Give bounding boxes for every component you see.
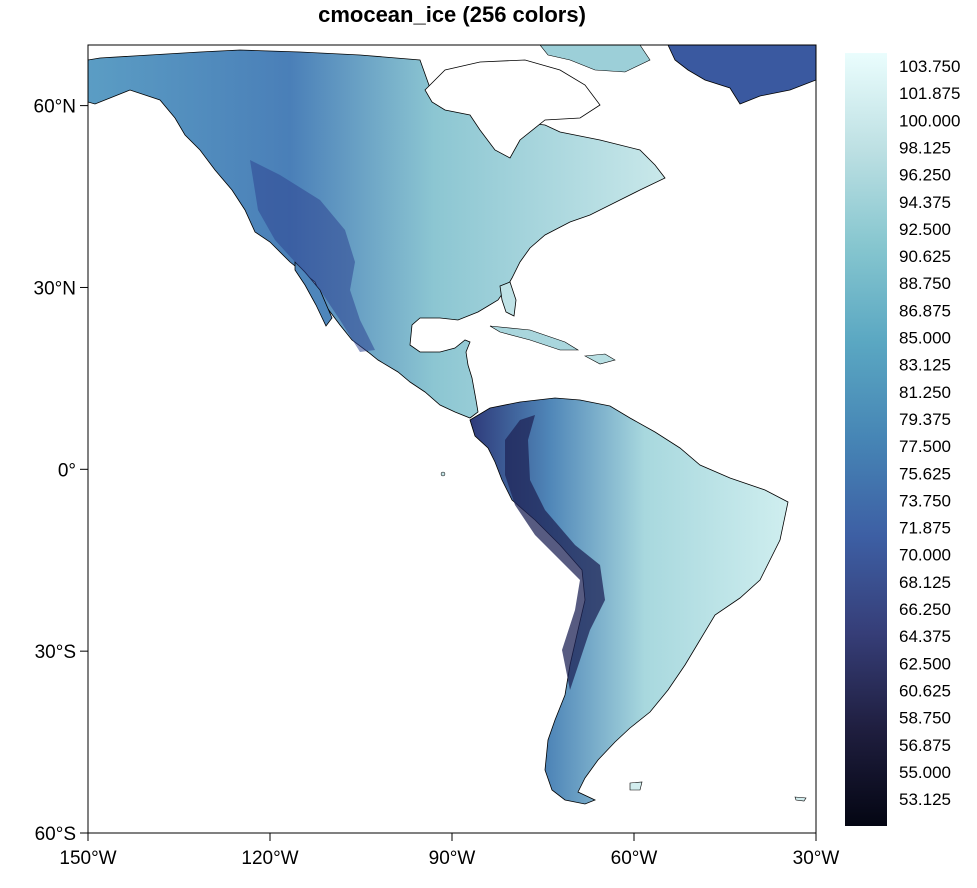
colorbar-label: 55.000 [899, 763, 951, 782]
x-tick-label: 60°W [611, 848, 658, 869]
landmasses [88, 45, 816, 805]
colorbar-label: 86.875 [899, 301, 951, 320]
colorbar-label: 90.625 [899, 247, 951, 266]
colorbar-label: 85.000 [899, 329, 951, 348]
x-tick-label: 150°W [59, 848, 116, 869]
colorbar-label: 60.625 [899, 681, 951, 700]
landmass-hispaniola [583, 353, 616, 365]
landmass-north-america [88, 49, 666, 419]
colorbar-label: 56.875 [899, 736, 951, 755]
x-tick-label: 120°W [241, 848, 298, 869]
colorbar-label: 62.500 [899, 654, 951, 673]
x-tick-label: 30°W [793, 848, 840, 869]
colorbar-label: 68.125 [899, 573, 951, 592]
hudson-bay [424, 59, 601, 159]
landmass-cuba [489, 325, 580, 351]
landmass-south-georgia [794, 796, 807, 802]
colorbar-ramp [845, 53, 887, 826]
colorbar-label: 96.250 [899, 166, 951, 185]
plot-area [87, 44, 817, 834]
colorbar-label: 71.875 [899, 519, 951, 538]
y-axis: 60°N 30°N 0° 30°S 60°S [34, 97, 88, 845]
y-tick-label: 30°N [34, 278, 76, 299]
andes-highlands [505, 415, 605, 690]
colorbar-label: 58.750 [899, 709, 951, 728]
colorbar-label: 53.125 [899, 790, 951, 809]
galapagos-islands [440, 471, 446, 477]
colorbar-label: 88.750 [899, 274, 951, 293]
colorbar-label: 98.125 [899, 138, 951, 157]
landmass-greenland [667, 45, 816, 105]
colorbar-label: 77.500 [899, 437, 951, 456]
colorbar-label: 70.000 [899, 546, 951, 565]
landmass-falklands [629, 781, 643, 791]
rocky-mountains [250, 160, 375, 352]
colorbar-label: 92.500 [899, 220, 951, 239]
colorbar-label: 94.375 [899, 193, 951, 212]
colorbar-label: 66.250 [899, 600, 951, 619]
colorbar-label: 79.375 [899, 410, 951, 429]
y-tick-label: 60°N [34, 97, 76, 118]
arctic-islands [539, 45, 651, 73]
colorbar-label: 101.875 [899, 84, 960, 103]
landmass-florida [499, 281, 517, 317]
colorbar-label: 64.375 [899, 627, 951, 646]
colorbar-label: 103.750 [899, 57, 960, 76]
y-tick-label: 30°S [35, 642, 76, 663]
x-axis: 150°W 120°W 90°W 60°W 30°W [59, 833, 839, 869]
x-tick-label: 90°W [429, 848, 476, 869]
colorbar-label: 75.625 [899, 464, 951, 483]
colorbar-labels: 103.750 101.875 100.000 98.125 96.250 94.375 9… [899, 57, 960, 809]
colorbar-label: 73.750 [899, 491, 951, 510]
y-tick-label: 60°S [35, 824, 76, 845]
y-tick-label: 0° [58, 460, 76, 481]
colorbar-label: 83.125 [899, 356, 951, 375]
colorbar: 103.750 101.875 100.000 98.125 96.250 94.375 9… [845, 53, 960, 826]
colorbar-label: 100.000 [899, 111, 960, 130]
colorbar-label: 81.250 [899, 383, 951, 402]
chart-title: cmocean_ice (256 colors) [318, 2, 586, 27]
